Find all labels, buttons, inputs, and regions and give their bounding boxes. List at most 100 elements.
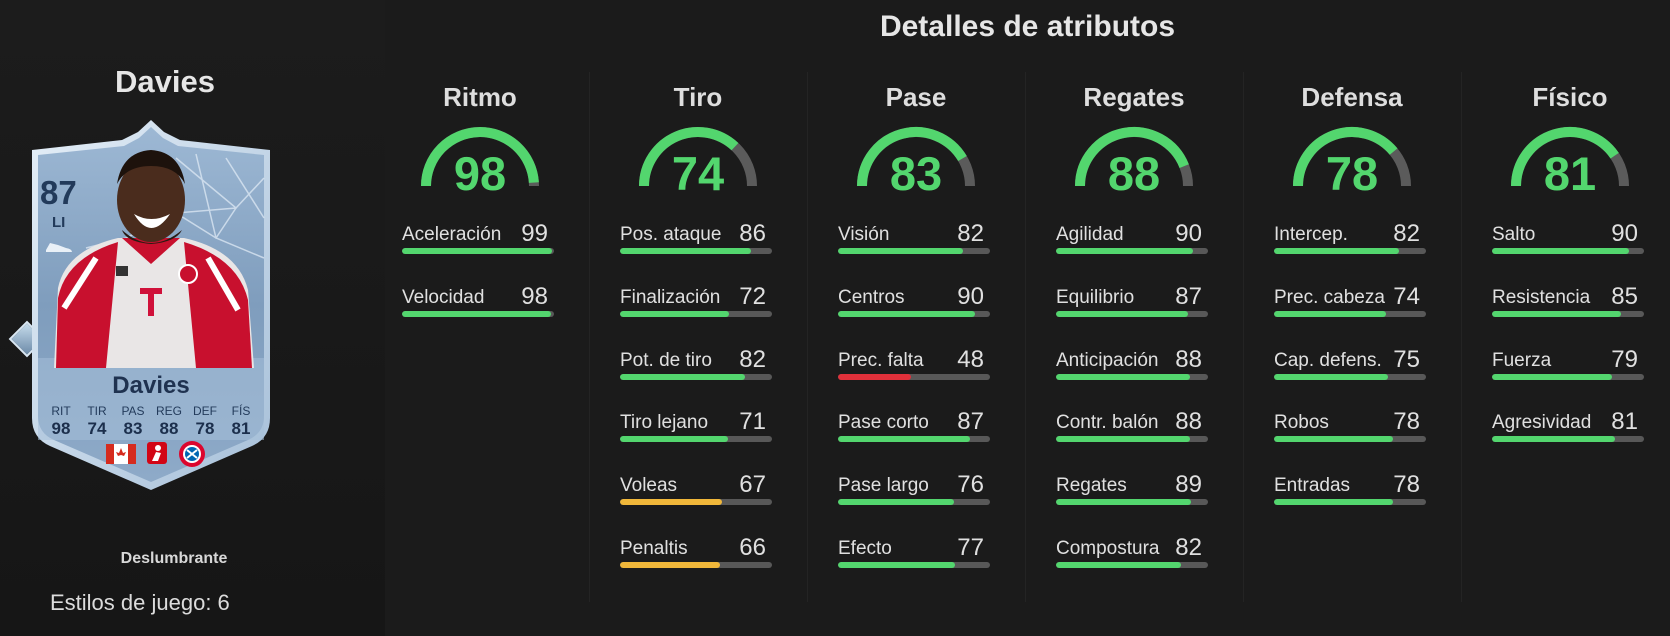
category-title: Ritmo (443, 82, 517, 112)
attribute-value: 90 (1611, 220, 1638, 247)
attribute-row[interactable]: Tiro lejano 71 (620, 408, 772, 452)
attribute-name: Efecto (838, 538, 892, 559)
gauge-fill (639, 127, 739, 187)
attribute-row[interactable]: Prec. cabeza 74 (1274, 283, 1426, 327)
attribute-name: Equilibrio (1056, 286, 1135, 308)
attribute-value: 77 (957, 534, 984, 561)
attribute-bar-fill (402, 310, 551, 317)
category-rating: 98 (453, 147, 507, 200)
attribute-name: Centros (838, 286, 905, 308)
attribute-value: 82 (1175, 534, 1202, 561)
attribute-bar-fill (1492, 310, 1622, 317)
attribute-value: 78 (1393, 471, 1420, 499)
player-card[interactable]: 87 LI Davies RIT 98 TIR 74 PAS 83 REG 88 DEF… (26, 118, 276, 492)
attribute-name: Voleas (620, 475, 678, 497)
playstyles-count[interactable]: Estilos de juego: 6 (50, 590, 230, 615)
attribute-bar (1056, 310, 1208, 317)
attribute-value: 98 (521, 282, 548, 310)
attribute-row[interactable]: Finalización 72 (620, 283, 772, 327)
attribute-row[interactable]: Compostura 82 (1056, 534, 1208, 578)
attribute-bar (838, 373, 990, 380)
attribute-value: 72 (739, 282, 766, 310)
card-stat-value: 83 (123, 419, 143, 438)
gauge-fill (1293, 127, 1398, 187)
attribute-row[interactable]: Cap. defens. 75 (1274, 346, 1426, 390)
attribute-row[interactable]: Entradas 78 (1274, 471, 1426, 515)
attribute-bar (1492, 373, 1644, 380)
attribute-row[interactable]: Robos 78 (1274, 408, 1426, 452)
attribute-row[interactable]: Agilidad 90 (1056, 220, 1208, 264)
attribute-value: 85 (1611, 282, 1638, 310)
boot-icon (46, 243, 72, 252)
attribute-bar (620, 310, 772, 317)
attribute-bar-fill (1056, 499, 1192, 506)
attribute-bar-fill (1274, 436, 1393, 443)
attribute-name: Penaltis (620, 538, 688, 559)
attribute-bar-fill (620, 562, 721, 568)
attribute-bar (838, 436, 990, 443)
gauge-fill (421, 127, 539, 187)
attribute-row[interactable]: Efecto 77 (838, 534, 990, 578)
attribute-row[interactable]: Visión 82 (838, 220, 990, 264)
attribute-bar-fill (1056, 310, 1189, 317)
attribute-bar-fill (1492, 373, 1613, 380)
attribute-name: Pos. ataque (620, 224, 722, 245)
attribute-row[interactable]: Velocidad 98 (402, 283, 554, 327)
category-title: Tiro (673, 82, 723, 112)
attribute-bar-fill (838, 436, 971, 443)
card-stat-label: DEF (193, 404, 217, 418)
category-gauge (421, 127, 539, 187)
attribute-row[interactable]: Regates 89 (1056, 471, 1208, 515)
attribute-row[interactable]: Pos. ataque 86 (620, 220, 772, 264)
card-stat: REG 88 (152, 404, 186, 439)
attribute-value: 90 (957, 282, 984, 310)
category-rating: 78 (1325, 147, 1379, 200)
card-version-label: Deslumbrante (120, 550, 228, 567)
attribute-name: Compostura (1056, 538, 1160, 559)
attribute-name: Prec. falta (838, 349, 924, 371)
attribute-row[interactable]: Pase corto 87 (838, 408, 990, 452)
attribute-value: 79 (1611, 345, 1638, 373)
attribute-bar-fill (838, 499, 954, 506)
attribute-row[interactable]: Agresividad 81 (1492, 408, 1644, 452)
attribute-row[interactable]: Resistencia 85 (1492, 283, 1644, 327)
column-divider (807, 72, 808, 602)
attribute-row[interactable]: Equilibrio 87 (1056, 283, 1208, 327)
attribute-name: Intercep. (1274, 224, 1348, 245)
attribute-row[interactable]: Prec. falta 48 (838, 346, 990, 390)
attribute-row[interactable]: Penaltis 66 (620, 534, 772, 578)
attribute-bar-fill (838, 248, 963, 254)
attribute-row[interactable]: Pase largo 76 (838, 471, 990, 515)
attributes-panel: Detalles de atributos Ritmo 98 Aceleración… (385, 0, 1670, 636)
player-portrait (54, 150, 254, 368)
attribute-bar (620, 373, 772, 380)
attribute-row[interactable]: Centros 90 (838, 283, 990, 327)
column-divider (1243, 72, 1244, 602)
attribute-name: Tiro lejano (620, 412, 709, 434)
player-panel: Davies (0, 0, 385, 636)
attribute-row[interactable]: Pot. de tiro 82 (620, 346, 772, 390)
attribute-bar-fill (1056, 562, 1181, 568)
attribute-row[interactable]: Fuerza 79 (1492, 346, 1644, 390)
attribute-row[interactable]: Anticipación 88 (1056, 346, 1208, 390)
attribute-row[interactable]: Intercep. 82 (1274, 220, 1426, 264)
category-gauge (639, 127, 757, 187)
card-rating: 87 (40, 174, 77, 211)
attribute-name: Resistencia (1492, 286, 1591, 308)
attribute-bar-fill (1492, 436, 1616, 443)
attribute-row[interactable]: Voleas 67 (620, 471, 772, 515)
attribute-bar (1492, 248, 1644, 254)
attribute-bar-fill (620, 373, 745, 380)
attribute-bar (1056, 499, 1208, 506)
attribute-row[interactable]: Contr. balón 88 (1056, 408, 1208, 452)
card-stat: DEF 78 (188, 404, 222, 439)
card-stat: TIR 74 (80, 404, 114, 439)
gauge-fill (857, 127, 967, 187)
card-stat-label: FÍS (231, 404, 251, 418)
attribute-row[interactable]: Salto 90 (1492, 220, 1644, 264)
attribute-bar (1492, 310, 1644, 317)
attribute-value: 87 (1175, 282, 1202, 310)
attribute-value: 74 (1393, 282, 1420, 310)
attribute-row[interactable]: Aceleración 99 (402, 220, 554, 264)
attribute-bar (838, 562, 990, 568)
